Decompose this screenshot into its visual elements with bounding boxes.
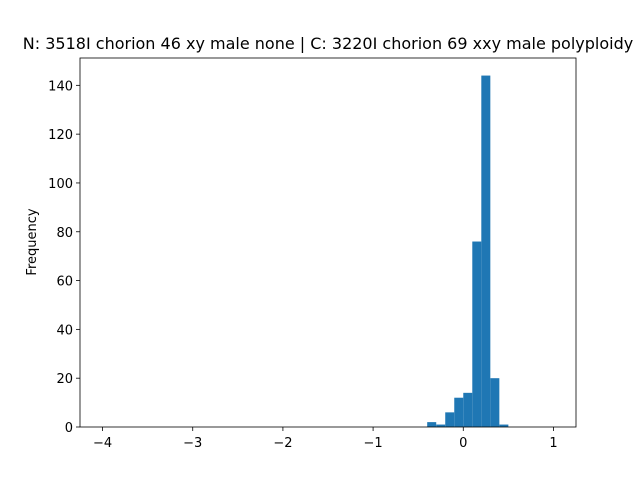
y-tick-label: 120: [48, 128, 73, 143]
bar: [490, 378, 500, 427]
y-tick-label: 80: [56, 226, 73, 241]
bar: [463, 392, 473, 427]
x-tick-label: 1: [549, 436, 557, 451]
bar: [445, 412, 455, 427]
chart-title: N: 3518I chorion 46 xy male none | C: 32…: [23, 34, 633, 53]
bar: [499, 424, 509, 427]
bar: [427, 422, 437, 427]
bar: [454, 397, 464, 427]
y-tick-label: 40: [56, 323, 73, 338]
x-tick-label: −2: [273, 436, 292, 451]
y-tick-label: 100: [48, 177, 73, 192]
y-axis-label: Frequency: [25, 208, 40, 275]
bar: [436, 424, 446, 427]
x-tick-label: −3: [183, 436, 202, 451]
x-tick-label: −1: [364, 436, 383, 451]
axes-frame: [79, 57, 577, 428]
bar: [472, 241, 482, 427]
y-tick-label: 60: [56, 275, 73, 290]
y-tick-label: 20: [56, 372, 73, 387]
y-tick-label: 0: [65, 421, 73, 436]
y-tick-label: 140: [48, 79, 73, 94]
bar: [481, 75, 491, 428]
x-tick-label: 0: [459, 436, 467, 451]
x-tick-label: −4: [93, 436, 112, 451]
